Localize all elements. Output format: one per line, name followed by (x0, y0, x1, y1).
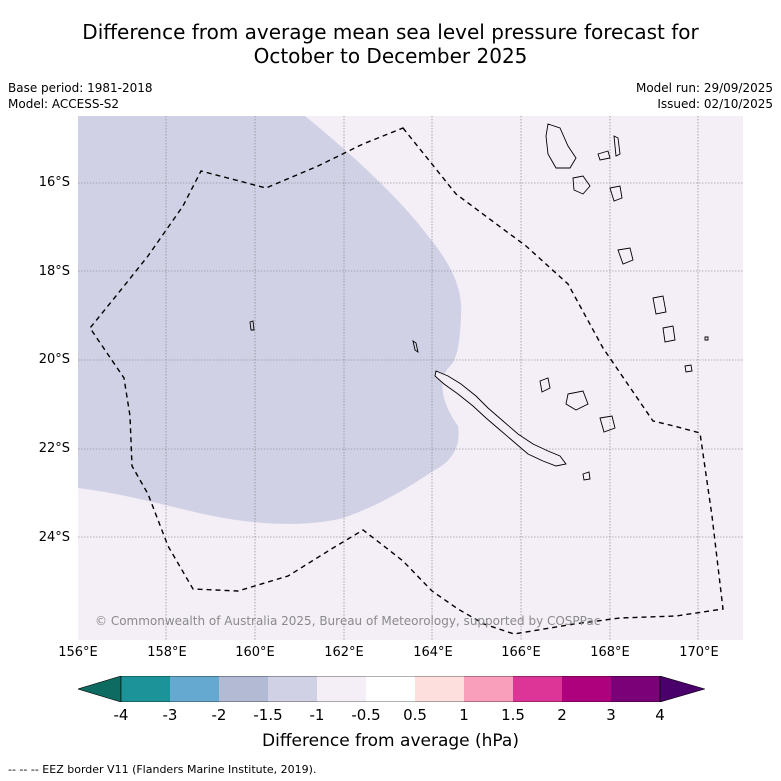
colorbar-segment-10 (562, 676, 611, 702)
colorbar-frame (120, 676, 661, 702)
colorbar-tick-minus1-5: -1.5 (253, 706, 283, 724)
chart-title: Difference from average mean sea level p… (0, 20, 781, 68)
map-canvas (78, 116, 743, 640)
lon-label-156e: 156°E (58, 645, 98, 660)
loyalty-island-lifou (565, 390, 589, 411)
eez-border (89, 127, 724, 635)
colorbar-tick-minus2: -2 (211, 706, 227, 724)
colorbar-tick-minus1: -1 (309, 706, 325, 724)
colorbar-extend-low (78, 676, 122, 702)
loyalty-island-mare (599, 415, 616, 433)
map-panel[interactable] (78, 116, 743, 640)
lat-label-24s: 24°S (38, 530, 70, 545)
graticule (78, 116, 743, 640)
colorbar-tick-1-5: 1.5 (501, 706, 525, 724)
lat-label-22s: 22°S (38, 441, 70, 456)
loyalty-island-ouvea (539, 377, 551, 393)
lat-label-20s: 20°S (38, 352, 70, 367)
matthew-island (704, 336, 709, 341)
colorbar-segment-6 (366, 676, 415, 702)
vanuatu-malekula (572, 175, 591, 195)
base-period: Base period: 1981-2018 (8, 81, 153, 95)
title-line-1: Difference from average mean sea level p… (82, 20, 699, 44)
isle-of-pines (582, 471, 591, 481)
vanuatu-efate (617, 247, 634, 265)
colorbar (78, 676, 705, 702)
meta-left: Base period: 1981-2018 Model: ACCESS-S2 (8, 80, 153, 112)
lon-label-160e: 160°E (235, 645, 275, 660)
colorbar-segment-4 (268, 676, 317, 702)
colorbar-tick-4: 4 (655, 706, 665, 724)
issued-date: Issued: 02/10/2025 (657, 97, 773, 111)
colorbar-segment-7 (415, 676, 464, 702)
colorbar-segment-9 (513, 676, 562, 702)
lon-label-162e: 162°E (324, 645, 364, 660)
chesterfield-islands (249, 320, 255, 331)
colorbar-tick-2: 2 (557, 706, 567, 724)
belep-islands (412, 340, 419, 353)
meta-right: Model run: 29/09/2025 Issued: 02/10/2025 (636, 80, 773, 112)
lon-label-168e: 168°E (590, 645, 630, 660)
copyright-text: © Commonwealth of Australia 2025, Bureau… (95, 614, 601, 628)
negative-anomaly-region (78, 116, 462, 524)
colorbar-tick-0-5: 0.5 (403, 706, 427, 724)
colorbar-tick-3: 3 (606, 706, 616, 724)
colorbar-tick-minus3: -3 (162, 706, 178, 724)
colorbar-segment-8 (464, 676, 513, 702)
colorbar-tick-1: 1 (459, 706, 469, 724)
colorbar-tick-minus4: -4 (113, 706, 129, 724)
colorbar-segment-11 (611, 676, 660, 702)
colorbar-segment-2 (170, 676, 219, 702)
lon-label-170e: 170°E (679, 645, 719, 660)
lat-label-18s: 18°S (38, 264, 70, 279)
vanuatu-pentecost (609, 185, 623, 202)
lon-label-158e: 158°E (147, 645, 187, 660)
vanuatu-espiritu-santo (545, 123, 577, 169)
lon-label-164e: 164°E (413, 645, 453, 660)
colorbar-tick-minus0-5: -0.5 (351, 706, 381, 724)
vanuatu-erromango (652, 295, 667, 315)
vanuatu-tanna (662, 325, 676, 343)
new-caledonia-island (434, 370, 567, 467)
vanuatu-ambae (597, 150, 611, 161)
title-line-2: October to December 2025 (253, 44, 528, 68)
eez-footnote: -- -- -- EEZ border V11 (Flanders Marine… (8, 763, 317, 776)
vanuatu-maewo (613, 135, 621, 157)
colorbar-segment-1 (121, 676, 170, 702)
model-run: Model run: 29/09/2025 (635, 81, 773, 95)
lat-label-16s: 16°S (38, 175, 70, 190)
vanuatu-aneityum (684, 364, 693, 373)
colorbar-title: Difference from average (hPa) (262, 731, 519, 751)
colorbar-segment-5 (317, 676, 366, 702)
colorbar-segment-3 (219, 676, 268, 702)
model-name: Model: ACCESS-S2 (8, 97, 120, 111)
colorbar-extend-high (659, 676, 705, 702)
lon-label-166e: 166°E (501, 645, 541, 660)
